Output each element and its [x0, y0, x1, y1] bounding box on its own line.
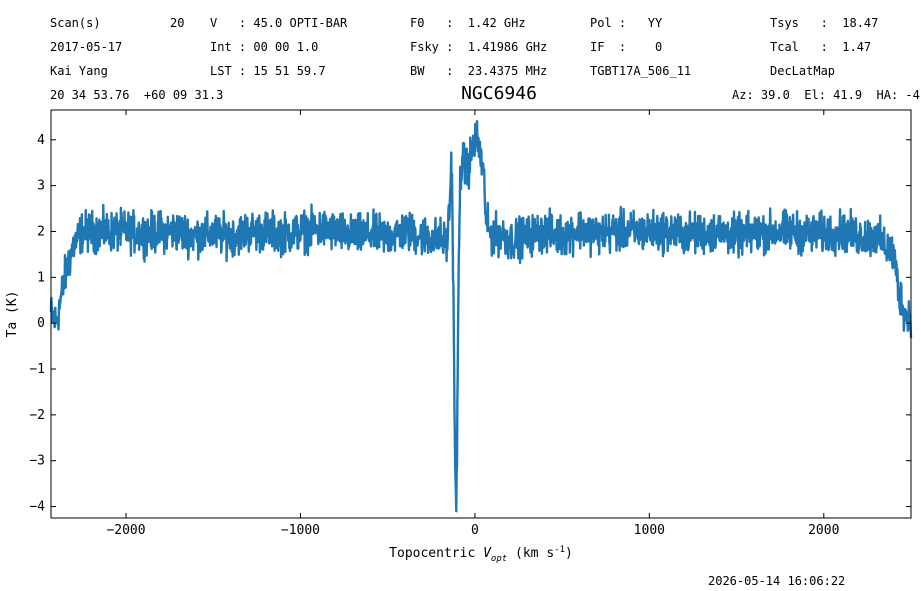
- header-date: 2017-05-17: [50, 40, 123, 54]
- header-project: TGBT17A_506_11: [590, 64, 692, 78]
- header-integration: Int : 00 00 1.0: [210, 40, 319, 54]
- x-tick-label: −1000: [281, 523, 320, 538]
- header-procedure: DecLatMap: [770, 64, 836, 78]
- header-velocity: V : 45.0 OPTI-BAR: [210, 16, 348, 30]
- y-tick-label: −1: [29, 362, 45, 377]
- x-tick-label: 0: [471, 523, 479, 538]
- header-tsys: Tsys : 18.47: [770, 16, 879, 30]
- spectrum-line: [49, 120, 913, 513]
- y-tick-label: 1: [37, 270, 45, 285]
- y-tick-label: −3: [29, 454, 45, 469]
- y-tick-label: 2: [37, 224, 45, 239]
- header-scan-number: 20: [170, 16, 185, 30]
- y-tick-label: 0: [37, 316, 45, 331]
- y-axis-label: Ta (K): [5, 291, 20, 338]
- x-tick-label: 2000: [808, 523, 839, 538]
- x-tick-label: −2000: [106, 523, 145, 538]
- y-tick-label: 3: [37, 179, 45, 194]
- header-sky-frequency: Fsky : 1.41986 GHz: [410, 40, 548, 54]
- header-bandwidth: BW : 23.4375 MHz: [410, 64, 548, 78]
- header-az-el-ha: Az: 39.0 El: 41.9 HA: -4: [732, 88, 920, 102]
- plot-area: [49, 120, 913, 513]
- x-tick-label: 1000: [634, 523, 665, 538]
- x-axis-label: Topocentric Vopt (km s-1): [389, 545, 573, 564]
- footer-timestamp: 2026-05-14 16:06:22: [708, 574, 846, 588]
- header-polarization: Pol : YY: [590, 16, 663, 30]
- y-tick-label: 4: [37, 133, 45, 148]
- y-tick-label: −2: [29, 408, 45, 423]
- header-scan-label: Scan(s): [50, 16, 101, 30]
- x-axis: −2000 −1000 0 1000 2000: [106, 110, 839, 538]
- chart-title: NGC6946: [461, 83, 537, 104]
- header-if: IF : 0: [590, 40, 663, 54]
- header-tcal: Tcal : 1.47: [770, 40, 872, 54]
- header-coordinates: 20 34 53.76 +60 09 31.3: [50, 88, 224, 102]
- plot-frame: [50, 109, 912, 519]
- y-tick-label: −4: [29, 500, 45, 515]
- header-observer: Kai Yang: [50, 64, 108, 78]
- y-axis: −4 −3 −2 −1 0 1 2 3 4: [29, 133, 911, 515]
- header-lst: LST : 15 51 59.7: [210, 64, 326, 78]
- header-rest-frequency: F0 : 1.42 GHz: [410, 16, 526, 30]
